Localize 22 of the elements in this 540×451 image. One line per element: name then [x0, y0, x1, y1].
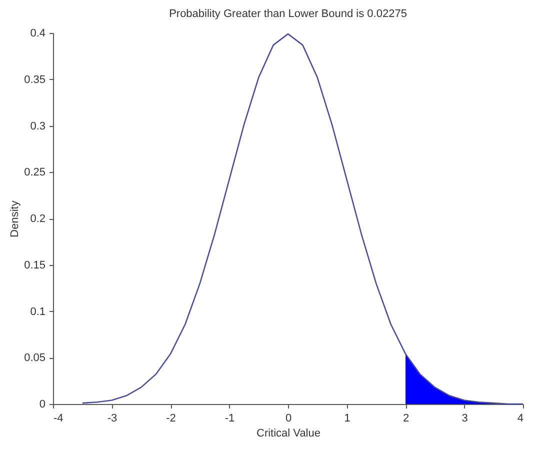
y-tick-label: 0.1 — [30, 306, 46, 318]
line-series — [82, 33, 524, 405]
x-tick-label: -1 — [224, 412, 235, 424]
x-tick-label: -2 — [166, 412, 176, 424]
x-tick-label: 0 — [285, 412, 292, 424]
y-tick-label: 0.15 — [24, 259, 46, 272]
y-tick-label: 0.4 — [30, 28, 46, 40]
x-tick-label: 1 — [344, 412, 350, 424]
x-tick-label: 2 — [402, 412, 410, 424]
y-tick-label: 0 — [39, 398, 46, 410]
x-axis-title: Critical Value — [256, 428, 320, 440]
y-tick-label: 0.3 — [30, 120, 46, 132]
y-tick-label: 0.2 — [30, 213, 46, 225]
x-tick-label: 4 — [517, 412, 524, 424]
x-tick-label: -3 — [107, 412, 118, 424]
y-axis-title: Density — [9, 200, 22, 238]
x-tick-label: 3 — [462, 412, 468, 424]
y-tick-label: 0.05 — [24, 352, 46, 364]
y-tick-label: 0.25 — [24, 166, 46, 179]
y-tick-label: 0.35 — [24, 74, 46, 86]
chart-title: Probability Greater than Lower Bound is 0.02275 — [169, 8, 407, 20]
x-tick-label: -4 — [54, 412, 64, 424]
